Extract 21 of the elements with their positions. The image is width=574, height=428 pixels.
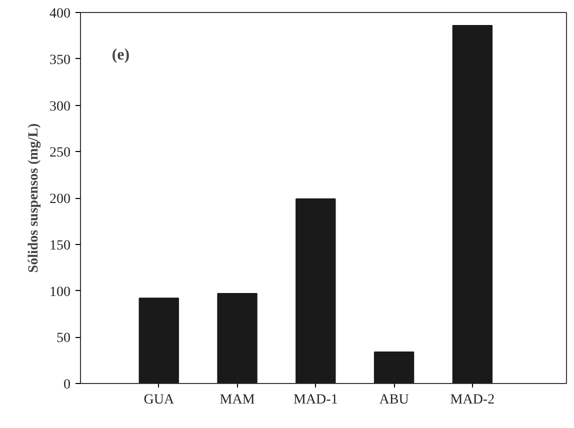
- y-tick-label: 250: [50, 146, 70, 161]
- bar: [374, 351, 414, 384]
- x-tick-label: MAD-2: [450, 392, 495, 408]
- bar: [452, 24, 493, 384]
- y-axis-title: Sólidos suspensos (mg/L): [26, 122, 42, 273]
- y-tick-label: 50: [56, 331, 70, 346]
- y-tick-label: 0: [64, 378, 70, 392]
- bar: [138, 298, 179, 384]
- y-tick-label: 350: [50, 52, 70, 68]
- x-tick-label: MAM: [220, 392, 256, 408]
- bar: [296, 198, 336, 384]
- x-tick-label: ABU: [379, 392, 409, 408]
- annotation: (e): [112, 46, 130, 64]
- y-tick-label: 300: [50, 99, 70, 114]
- y-tick-label: 100: [50, 284, 70, 300]
- x-tick-label: GUA: [144, 392, 175, 408]
- bar: [217, 293, 258, 384]
- y-tick-label: 150: [50, 238, 70, 254]
- y-tick-label: 200: [50, 192, 70, 207]
- y-tick-label: 400: [50, 6, 70, 22]
- x-tick-label: MAD-1: [293, 392, 338, 408]
